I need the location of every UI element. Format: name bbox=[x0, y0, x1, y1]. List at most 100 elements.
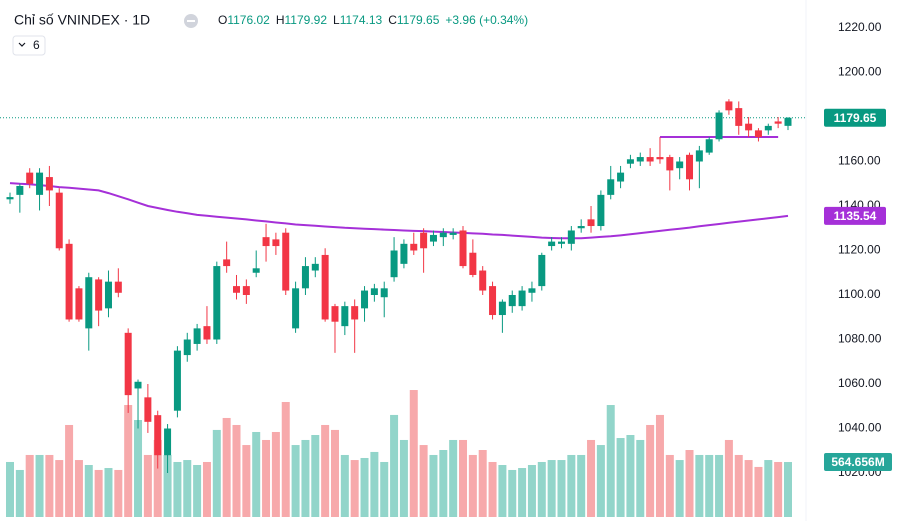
candle-body bbox=[390, 250, 398, 278]
volume-bar bbox=[271, 431, 280, 517]
volume-bar bbox=[764, 460, 773, 517]
indicator-count: 6 bbox=[33, 38, 40, 52]
candle-body bbox=[55, 192, 63, 249]
volume-bar bbox=[25, 454, 34, 517]
candle-body bbox=[754, 130, 762, 138]
volume-bar bbox=[567, 454, 576, 517]
volume-bar bbox=[15, 469, 24, 517]
volume-bar bbox=[65, 424, 74, 517]
candle-body bbox=[666, 157, 674, 171]
y-tick-label: 1100.00 bbox=[838, 287, 881, 301]
candle-body bbox=[548, 241, 556, 247]
volume-bar bbox=[478, 450, 487, 517]
volume-bar bbox=[744, 460, 753, 517]
volume-bar bbox=[783, 462, 792, 517]
candle-body bbox=[45, 177, 53, 191]
candle-body bbox=[203, 326, 211, 340]
volume-bar bbox=[143, 454, 152, 517]
moving-average bbox=[9, 182, 789, 240]
volume-bar bbox=[734, 454, 743, 517]
candle-body bbox=[95, 279, 103, 311]
candle-body bbox=[429, 234, 437, 242]
volume-label-box bbox=[824, 453, 892, 472]
volume-bar bbox=[202, 461, 211, 517]
candle-body bbox=[6, 197, 14, 200]
volume-bar bbox=[655, 414, 664, 517]
volume-bar bbox=[301, 439, 310, 517]
candle-body bbox=[528, 288, 536, 293]
volume-bar bbox=[350, 460, 359, 517]
volume-bar bbox=[399, 439, 408, 517]
indicator-toggle[interactable] bbox=[12, 35, 46, 56]
candle-body bbox=[85, 277, 93, 329]
candle-body bbox=[774, 121, 782, 124]
volume-bar bbox=[705, 454, 714, 517]
volume-bar bbox=[685, 450, 694, 517]
candle-body bbox=[124, 332, 132, 396]
candle-body bbox=[676, 161, 684, 169]
last-price-label-box bbox=[824, 108, 886, 127]
candle-body bbox=[735, 108, 743, 126]
candle-body bbox=[370, 288, 378, 295]
volume-bar bbox=[498, 465, 507, 517]
candle-body bbox=[292, 288, 300, 329]
candle-body bbox=[193, 328, 201, 344]
candle-body bbox=[764, 125, 772, 131]
volume-bar bbox=[74, 460, 83, 517]
volume-bar bbox=[35, 454, 44, 517]
volume-bar bbox=[163, 454, 172, 517]
volume-bar bbox=[429, 454, 438, 517]
candle-body bbox=[489, 286, 497, 316]
volume-bar bbox=[183, 460, 192, 517]
candle-body bbox=[65, 243, 73, 320]
volume-bar bbox=[459, 439, 468, 517]
volume-bar bbox=[6, 461, 14, 517]
legend-key: H bbox=[276, 13, 285, 27]
candle-body bbox=[420, 232, 428, 249]
volume-bar bbox=[311, 435, 320, 517]
candle-body bbox=[341, 306, 349, 327]
volume-bar bbox=[340, 454, 349, 517]
ma-value-label-box bbox=[824, 206, 886, 225]
volume-bar bbox=[173, 461, 182, 517]
candle-body bbox=[104, 281, 112, 309]
volume-bar bbox=[419, 445, 428, 517]
volume-bar bbox=[212, 429, 221, 517]
volume-bar bbox=[281, 401, 290, 517]
volume-bar bbox=[537, 461, 546, 517]
candle-body bbox=[213, 266, 221, 340]
candle-body bbox=[400, 243, 408, 264]
candle-body bbox=[173, 350, 181, 411]
candle-body bbox=[134, 381, 142, 389]
chevron bbox=[18, 42, 26, 47]
candle-body bbox=[233, 286, 241, 293]
candle-body bbox=[459, 230, 467, 267]
candle-body bbox=[75, 288, 83, 320]
volume-bar bbox=[222, 417, 231, 517]
volume-bar bbox=[715, 454, 724, 517]
candle-body bbox=[380, 288, 388, 298]
chart-title: Chỉ số VNINDEX · 1D bbox=[14, 12, 150, 28]
candle-body bbox=[262, 237, 270, 247]
candle-body bbox=[272, 239, 280, 247]
volume-bar bbox=[587, 439, 596, 517]
volume-bar bbox=[527, 465, 536, 517]
volume-bar bbox=[449, 439, 458, 517]
volume-bar bbox=[252, 431, 261, 517]
volume-bar bbox=[557, 460, 566, 517]
legend-value: 1179.65 bbox=[397, 13, 440, 27]
candle-body bbox=[626, 159, 634, 164]
volume-bar bbox=[242, 445, 251, 517]
volume-bar bbox=[84, 465, 93, 517]
volume-bar bbox=[153, 439, 162, 517]
plot-area bbox=[0, 99, 806, 517]
volume-bar bbox=[724, 439, 733, 517]
candle-body bbox=[16, 185, 24, 195]
volume-value-label: 564.656M bbox=[831, 455, 884, 469]
volume-bar bbox=[45, 454, 54, 517]
y-tick-label: 1200.00 bbox=[838, 65, 882, 79]
candle-body bbox=[745, 123, 753, 131]
volume-bar bbox=[439, 450, 448, 517]
candle-body bbox=[144, 397, 152, 422]
